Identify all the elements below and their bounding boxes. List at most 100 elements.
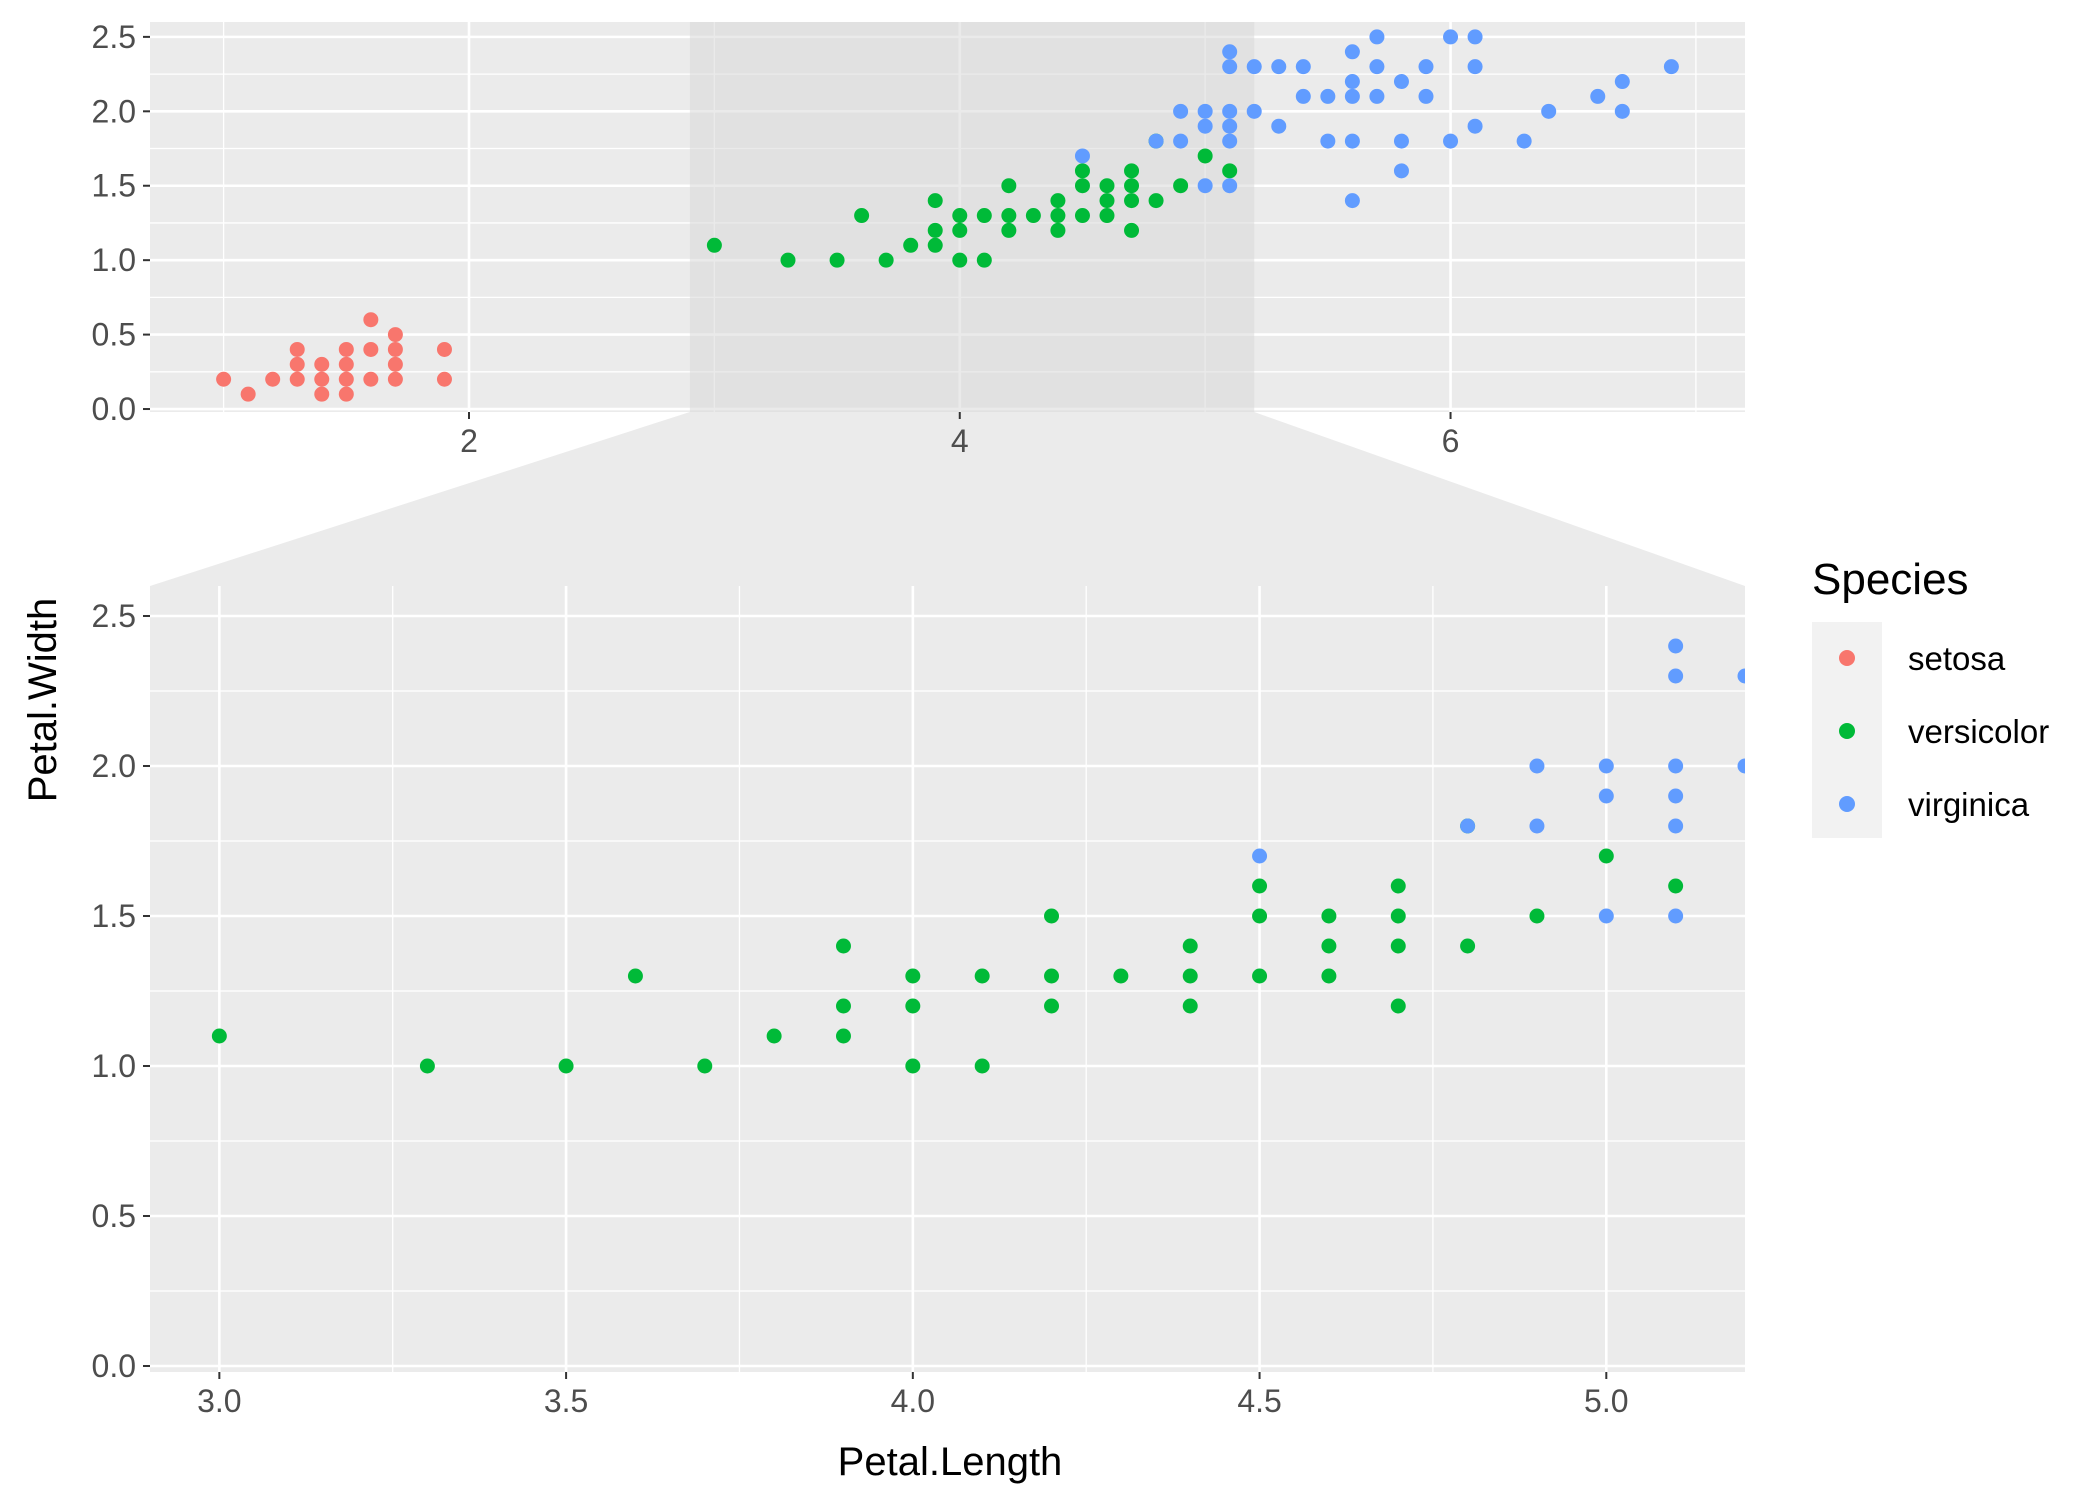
x-tick-label-5-0: 5.0 (1584, 1383, 1628, 1419)
point-versicolor (854, 208, 870, 224)
legend-key-setosa (1839, 650, 1855, 666)
point-versicolor (952, 252, 968, 268)
point-virginica (1418, 59, 1434, 75)
y-tick-label-2-0: 2.0 (92, 93, 136, 129)
point-setosa (216, 371, 232, 387)
point-versicolor (1321, 968, 1337, 984)
y-tick-label-2-5: 2.5 (92, 598, 136, 634)
point-setosa (387, 356, 403, 372)
point-virginica (1668, 818, 1684, 834)
point-versicolor (1099, 208, 1115, 224)
point-versicolor (697, 1058, 713, 1074)
point-versicolor (419, 1058, 435, 1074)
point-versicolor (1001, 208, 1017, 224)
x-tick-label-2: 2 (460, 423, 478, 459)
point-virginica (1467, 29, 1483, 45)
point-versicolor (1390, 908, 1406, 924)
point-setosa (338, 341, 354, 357)
point-versicolor (1001, 178, 1017, 194)
point-setosa (265, 371, 281, 387)
zoom-panel-background (150, 586, 1745, 1372)
point-virginica (1320, 88, 1336, 104)
point-setosa (314, 356, 330, 372)
point-setosa (387, 341, 403, 357)
point-virginica (1614, 74, 1630, 90)
legend-title: Species (1812, 555, 1969, 604)
point-virginica (1246, 103, 1262, 119)
point-setosa (289, 371, 305, 387)
point-virginica (1598, 758, 1614, 774)
y-tick-label-0-5: 0.5 (92, 317, 136, 353)
point-setosa (436, 371, 452, 387)
point-versicolor (1044, 998, 1060, 1014)
point-setosa (363, 371, 379, 387)
point-versicolor (1124, 193, 1140, 209)
point-setosa (387, 327, 403, 343)
point-versicolor (1044, 968, 1060, 984)
point-versicolor (1252, 878, 1268, 894)
point-versicolor (627, 968, 643, 984)
legend-items: setosa versicolor virginica (1839, 640, 2049, 823)
point-versicolor (1074, 178, 1090, 194)
y-tick-label-1-5: 1.5 (92, 898, 136, 934)
y-tick-label-1-5: 1.5 (92, 168, 136, 204)
point-virginica (1271, 59, 1287, 75)
point-virginica (1197, 118, 1213, 134)
point-versicolor (1252, 908, 1268, 924)
point-versicolor (1390, 938, 1406, 954)
point-versicolor (1529, 908, 1545, 924)
point-virginica (1443, 133, 1459, 149)
point-virginica (1590, 88, 1606, 104)
point-versicolor (1252, 968, 1268, 984)
point-virginica (1541, 103, 1557, 119)
point-setosa (338, 356, 354, 372)
point-versicolor (1321, 908, 1337, 924)
point-versicolor (1050, 222, 1066, 238)
point-virginica (1614, 103, 1630, 119)
legend: Species setosa versicolor virginica (1812, 555, 2049, 838)
x-tick-label-4-0: 4.0 (891, 1383, 935, 1419)
point-virginica (1222, 103, 1238, 119)
point-versicolor (1044, 908, 1060, 924)
y-tick-label-0-0: 0.0 (92, 1348, 136, 1384)
point-versicolor (1124, 178, 1140, 194)
point-virginica (1516, 133, 1532, 149)
point-versicolor (1390, 878, 1406, 894)
point-virginica (1252, 848, 1268, 864)
point-versicolor (903, 237, 919, 253)
point-virginica (1369, 88, 1385, 104)
point-virginica (1737, 668, 1745, 684)
point-virginica (1668, 788, 1684, 804)
overview-x-axis: 2 4 6 (460, 412, 1459, 459)
point-versicolor (1074, 208, 1090, 224)
zoom-points (211, 638, 1745, 1074)
point-versicolor (780, 252, 796, 268)
point-virginica (1197, 103, 1213, 119)
legend-key-versicolor (1839, 723, 1855, 739)
point-virginica (1344, 193, 1360, 209)
point-virginica (1418, 88, 1434, 104)
point-virginica (1668, 668, 1684, 684)
x-tick-label-4-5: 4.5 (1237, 1383, 1281, 1419)
point-versicolor (1074, 163, 1090, 179)
point-versicolor (1182, 938, 1198, 954)
point-versicolor (878, 252, 894, 268)
point-versicolor (1321, 938, 1337, 954)
point-versicolor (1050, 193, 1066, 209)
point-virginica (1668, 638, 1684, 654)
y-tick-label-0-0: 0.0 (92, 391, 136, 427)
zoom-connector-trapezoid (150, 412, 1745, 586)
x-tick-label-6: 6 (1442, 423, 1460, 459)
point-virginica (1148, 133, 1164, 149)
x-tick-label-3-0: 3.0 (197, 1383, 241, 1419)
point-virginica (1271, 118, 1287, 134)
point-versicolor (1390, 998, 1406, 1014)
point-versicolor (905, 968, 921, 984)
point-virginica (1467, 59, 1483, 75)
point-versicolor (1182, 968, 1198, 984)
point-versicolor (1099, 178, 1115, 194)
point-virginica (1467, 118, 1483, 134)
point-virginica (1369, 59, 1385, 75)
point-virginica (1393, 74, 1409, 90)
overview-panel: 2 4 6 0.0 0.5 1.0 1.5 2.0 2.5 (92, 19, 1745, 459)
